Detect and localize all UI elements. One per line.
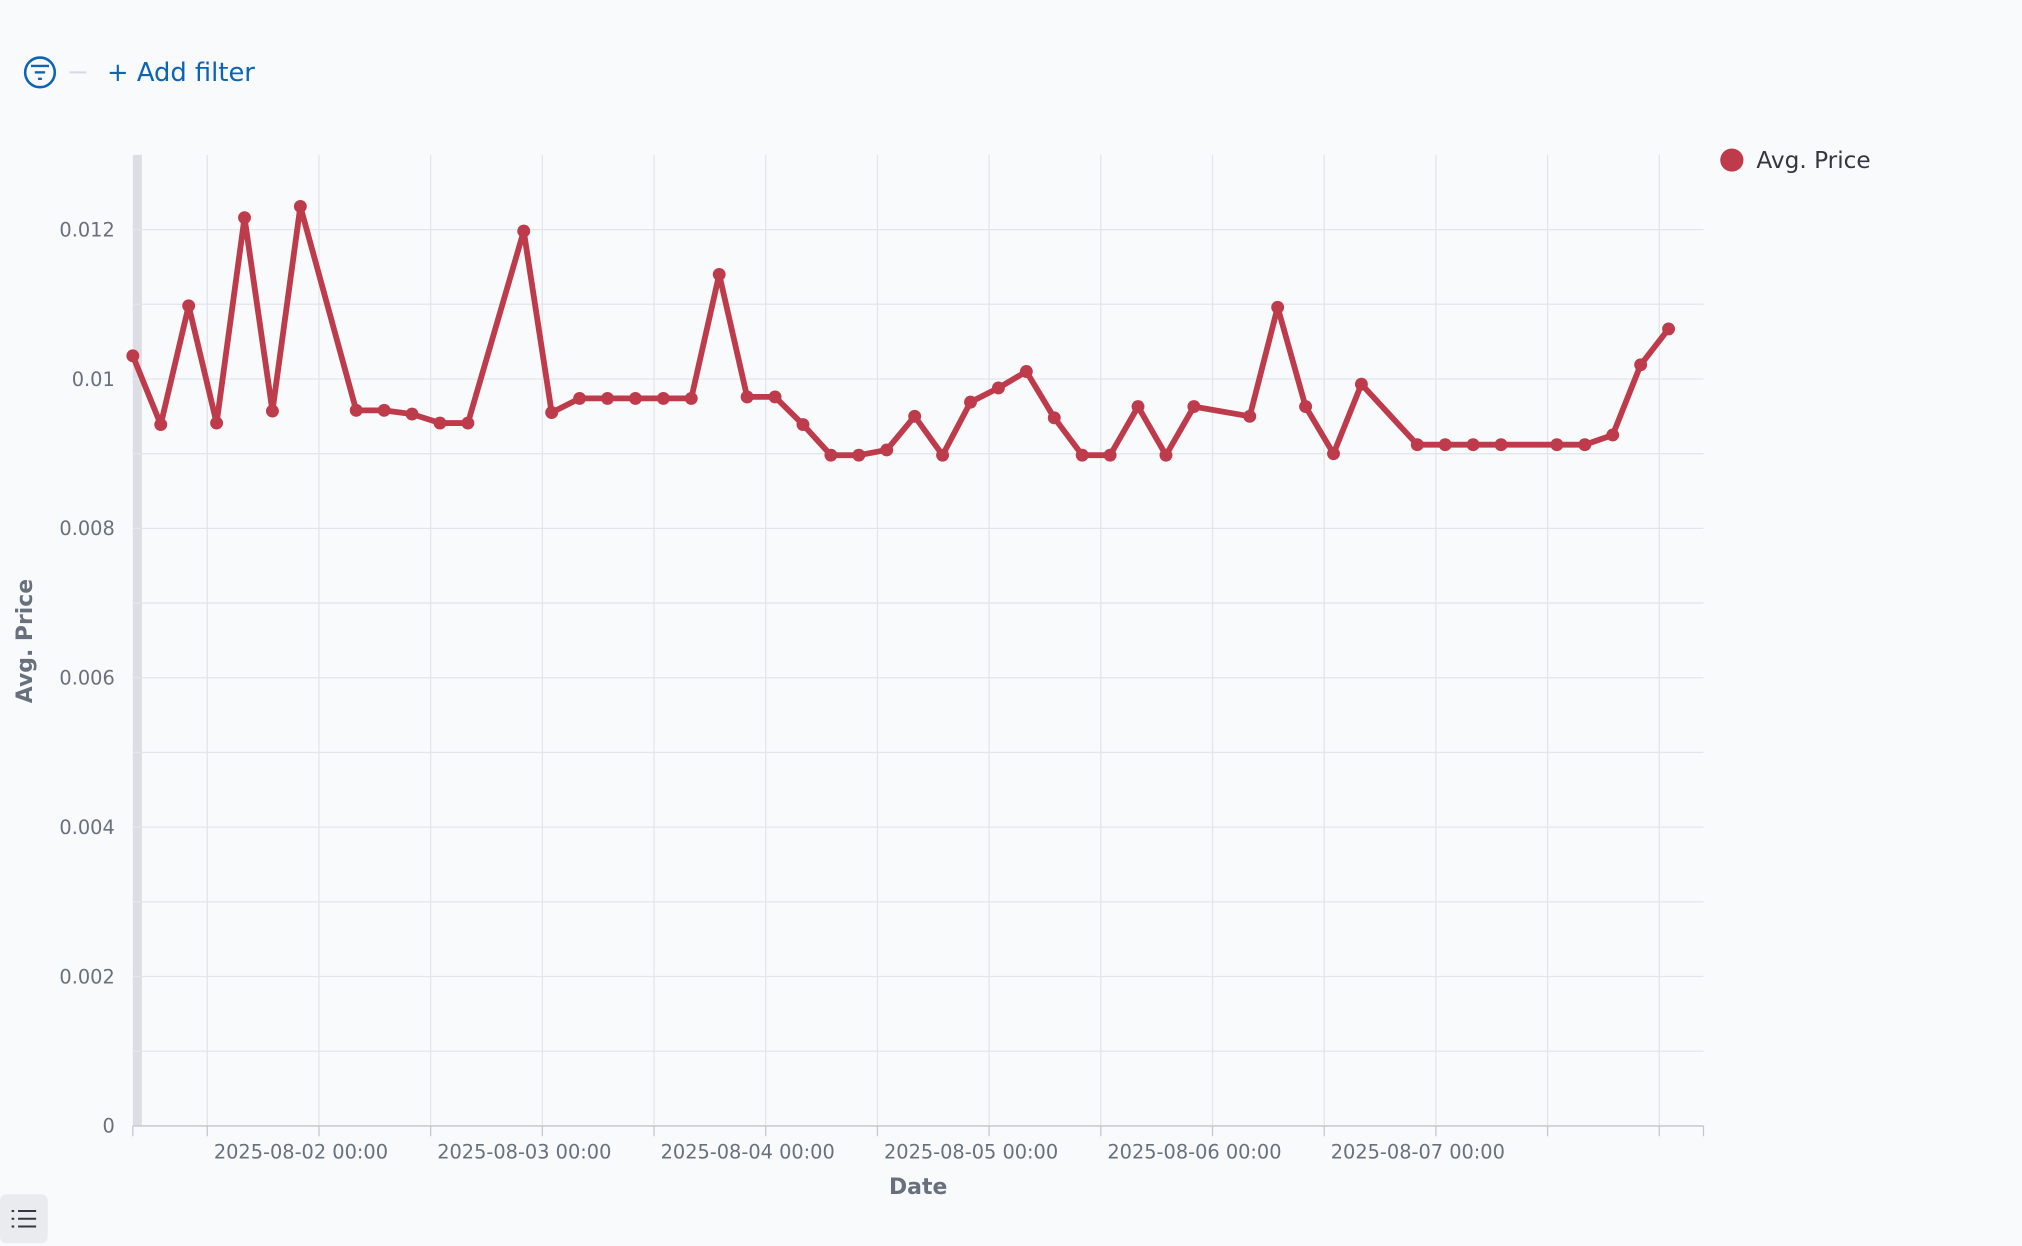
y-tick-label: 0.01: [72, 368, 115, 391]
point: [880, 443, 894, 457]
list-icon: [11, 1209, 37, 1228]
point: [656, 391, 670, 405]
point: [349, 403, 363, 417]
point: [1299, 400, 1313, 414]
legend-item[interactable]: Avg. Price: [1720, 147, 1871, 174]
x-axis-title: Date: [889, 1175, 947, 1200]
point: [852, 448, 866, 462]
x-tick-label: 2025-08-07 00:00: [1331, 1141, 1505, 1164]
filter-bar: + Add filter: [23, 56, 255, 89]
range-marker: [132, 154, 142, 1126]
x-tick-label: 2025-08-05 00:00: [884, 1141, 1058, 1164]
point: [740, 390, 754, 404]
point: [991, 381, 1005, 395]
grid: [132, 154, 1704, 1127]
legend-label: Avg. Price: [1756, 147, 1870, 174]
point: [265, 404, 279, 418]
point: [545, 406, 559, 420]
point: [908, 409, 922, 423]
legend-swatch: [1720, 148, 1744, 172]
point: [601, 391, 614, 405]
line: [130, 203, 1671, 459]
add-filter[interactable]: + Add filter: [107, 58, 255, 88]
point: [1047, 411, 1061, 425]
x-tick-label: 2025-08-04 00:00: [661, 1141, 835, 1164]
point: [154, 418, 168, 431]
point: [1187, 400, 1201, 414]
y-tick-label: 0.006: [59, 667, 114, 690]
point: [936, 448, 950, 462]
point: [1354, 377, 1368, 391]
y-tick-label: 0.004: [59, 816, 114, 839]
point: [293, 199, 307, 213]
point: [1327, 447, 1340, 461]
point: [1634, 358, 1648, 372]
point: [238, 211, 251, 225]
point: [405, 407, 419, 421]
point: [768, 390, 782, 404]
point: [1494, 438, 1508, 452]
point: [1019, 365, 1033, 378]
point: [712, 267, 726, 281]
y-tick-label: 0.008: [59, 517, 114, 540]
filter-icon[interactable]: [23, 56, 57, 89]
point: [1131, 400, 1145, 414]
point: [824, 448, 838, 462]
point: [377, 403, 391, 417]
point: [1410, 438, 1424, 452]
point: [1606, 428, 1620, 442]
y-tick-label: 0.012: [59, 218, 114, 241]
point: [182, 299, 196, 313]
point: [1075, 448, 1089, 462]
x-tick-label: 2025-08-03 00:00: [437, 1141, 611, 1164]
point: [1466, 438, 1480, 452]
point: [1438, 438, 1452, 452]
point: [573, 391, 587, 405]
point: [1243, 409, 1257, 423]
point: [684, 391, 698, 405]
point: [1271, 300, 1285, 314]
x-tick-label: 2025-08-02 00:00: [214, 1141, 388, 1164]
y-tick-label: 0.002: [59, 965, 114, 988]
point: [517, 224, 531, 238]
point: [1550, 438, 1564, 452]
point: [1159, 448, 1173, 462]
y-tick-label: 0: [102, 1115, 114, 1138]
point: [1103, 448, 1117, 462]
point: [1578, 438, 1592, 452]
point: [433, 416, 447, 430]
point: [628, 391, 642, 405]
point: [126, 349, 140, 363]
point: [1662, 322, 1676, 336]
y-axis-title: Avg. Price: [13, 579, 38, 703]
point: [210, 416, 224, 430]
x-tick-label: 2025-08-06 00:00: [1107, 1141, 1281, 1164]
point: [964, 395, 977, 409]
point: [461, 416, 475, 430]
point: [796, 418, 810, 431]
